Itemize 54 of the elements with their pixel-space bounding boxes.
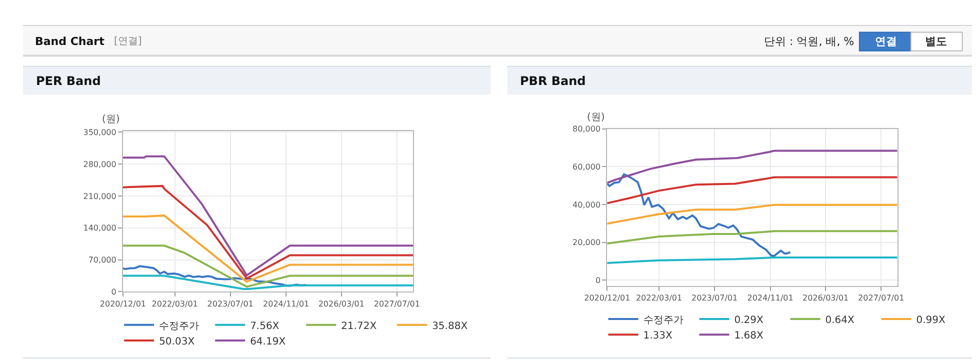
legend-label: 7.56X (250, 320, 280, 332)
text: 연결 (875, 35, 897, 48)
y-tick-label: 350,000 (83, 128, 116, 137)
line-series (607, 204, 898, 225)
y-tick-label: 80,000 (572, 124, 601, 134)
y-tick-label: 140,000 (83, 224, 116, 233)
line-series (607, 150, 898, 184)
y-tick-label: 60,000 (572, 162, 601, 172)
legend-label: 0.99X (916, 314, 946, 326)
line-series (607, 230, 898, 244)
line-series (122, 214, 414, 283)
text: [연결] (114, 36, 142, 47)
legend-label: 21.72X (341, 320, 377, 332)
line-series (607, 173, 792, 257)
y-tick-label: 20,000 (572, 238, 601, 248)
text: 별도 (925, 35, 947, 48)
y-tick-label: 70,000 (88, 256, 116, 265)
x-tick-label: 2023/07/01 (691, 293, 738, 302)
legend-label: 1.33X (643, 330, 673, 342)
x-tick-label: 2024/11/01 (263, 299, 310, 308)
chart-title: PER Band (36, 74, 101, 88)
legend-label: 수정주가 (643, 314, 684, 326)
line-series (607, 176, 898, 204)
y-axis-title: (원) (102, 114, 120, 125)
legend-label: 35.88X (432, 320, 468, 332)
line-series (122, 155, 414, 276)
x-tick-label: 2022/03/01 (152, 299, 198, 308)
y-tick-label: 0 (595, 276, 601, 285)
x-tick-label: 2026/03/01 (802, 293, 849, 302)
y-axis-title: (원) (587, 112, 605, 123)
legend-label: 0.64X (825, 314, 855, 326)
x-tick-label: 2027/07/01 (374, 299, 420, 308)
x-tick-label: 2022/03/01 (636, 293, 682, 302)
chart-title: PBR Band (520, 74, 586, 88)
y-tick-label: 210,000 (83, 192, 116, 201)
x-tick-label: 2024/11/01 (747, 293, 794, 302)
x-tick-label: 2026/03/01 (318, 299, 364, 308)
line-series (122, 244, 414, 288)
legend-label: 0.29X (734, 314, 764, 326)
y-tick-label: 0 (111, 288, 116, 297)
text: Band Chart (35, 35, 104, 48)
y-tick-label: 280,000 (83, 160, 116, 169)
y-tick-label: 40,000 (572, 200, 601, 210)
x-tick-label: 2020/12/01 (100, 299, 146, 308)
x-tick-label: 2020/12/01 (584, 293, 630, 302)
x-tick-label: 2027/07/01 (858, 293, 904, 302)
legend-label: 수정주가 (159, 320, 200, 332)
line-series (122, 184, 414, 280)
legend-label: 50.03X (159, 336, 195, 348)
x-tick-label: 2023/07/01 (207, 299, 254, 308)
legend-label: 1.68X (734, 330, 764, 342)
line-series (122, 265, 308, 287)
text: 단위 : 억원, 배, % (764, 35, 854, 48)
legend-label: 64.19X (250, 336, 286, 348)
